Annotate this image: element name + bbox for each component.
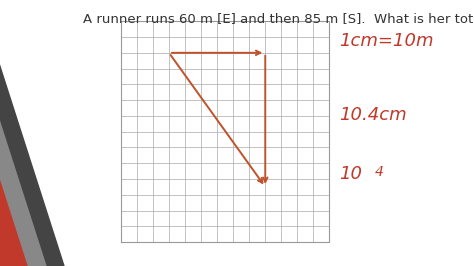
Text: 10.4cm: 10.4cm — [339, 106, 407, 124]
Text: 10: 10 — [339, 165, 362, 183]
Polygon shape — [0, 0, 47, 266]
Text: A runner runs 60 m [E] and then 85 m [S].  What is her total displacement?: A runner runs 60 m [E] and then 85 m [S]… — [83, 13, 474, 26]
Polygon shape — [0, 0, 64, 266]
Polygon shape — [0, 0, 28, 266]
Text: 1cm=10m: 1cm=10m — [339, 32, 433, 50]
Text: 4: 4 — [374, 165, 383, 179]
